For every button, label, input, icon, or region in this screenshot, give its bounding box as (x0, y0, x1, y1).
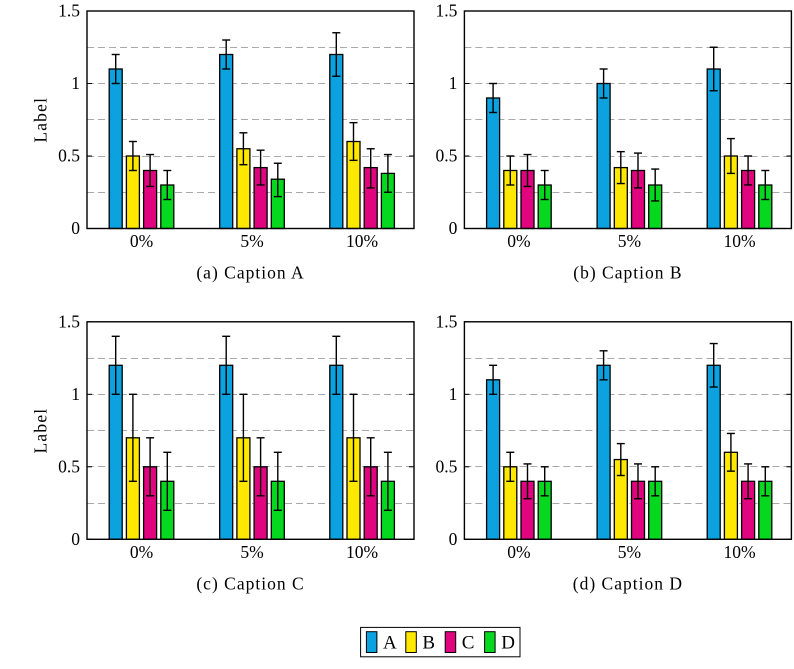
svg-text:(c) Caption C: (c) Caption C (196, 573, 304, 593)
svg-text:5%: 5% (618, 542, 641, 562)
svg-text:1.5: 1.5 (58, 311, 80, 331)
svg-text:10%: 10% (346, 542, 378, 562)
svg-text:1: 1 (71, 384, 80, 404)
svg-text:A: A (383, 633, 397, 654)
svg-text:0%: 0% (130, 542, 153, 562)
svg-text:(a) Caption A: (a) Caption A (196, 263, 304, 283)
svg-text:Label: Label (31, 408, 51, 454)
svg-text:B: B (422, 633, 435, 654)
svg-text:0: 0 (71, 218, 80, 238)
svg-text:0.5: 0.5 (436, 456, 458, 476)
svg-text:Label: Label (31, 97, 51, 143)
svg-text:0%: 0% (130, 231, 153, 251)
svg-text:10%: 10% (723, 542, 755, 562)
svg-text:1: 1 (449, 73, 458, 93)
svg-text:D: D (501, 633, 515, 654)
svg-text:0: 0 (449, 218, 458, 238)
svg-text:C: C (462, 633, 475, 654)
svg-text:0: 0 (71, 529, 80, 549)
svg-text:0.5: 0.5 (436, 146, 458, 166)
svg-text:5%: 5% (240, 231, 263, 251)
svg-text:1.5: 1.5 (58, 1, 80, 21)
svg-text:1.5: 1.5 (436, 1, 458, 21)
svg-text:(b) Caption B: (b) Caption B (573, 263, 682, 283)
svg-text:5%: 5% (240, 542, 263, 562)
svg-text:(d) Caption D: (d) Caption D (573, 573, 683, 593)
svg-text:1.5: 1.5 (436, 311, 458, 331)
svg-text:0%: 0% (507, 231, 530, 251)
svg-text:1: 1 (449, 384, 458, 404)
svg-text:10%: 10% (723, 231, 755, 251)
svg-text:5%: 5% (618, 231, 641, 251)
svg-text:0: 0 (449, 529, 458, 549)
svg-text:10%: 10% (346, 231, 378, 251)
svg-text:1: 1 (71, 73, 80, 93)
svg-text:0.5: 0.5 (58, 456, 80, 476)
svg-text:0.5: 0.5 (58, 146, 80, 166)
svg-text:0%: 0% (507, 542, 530, 562)
